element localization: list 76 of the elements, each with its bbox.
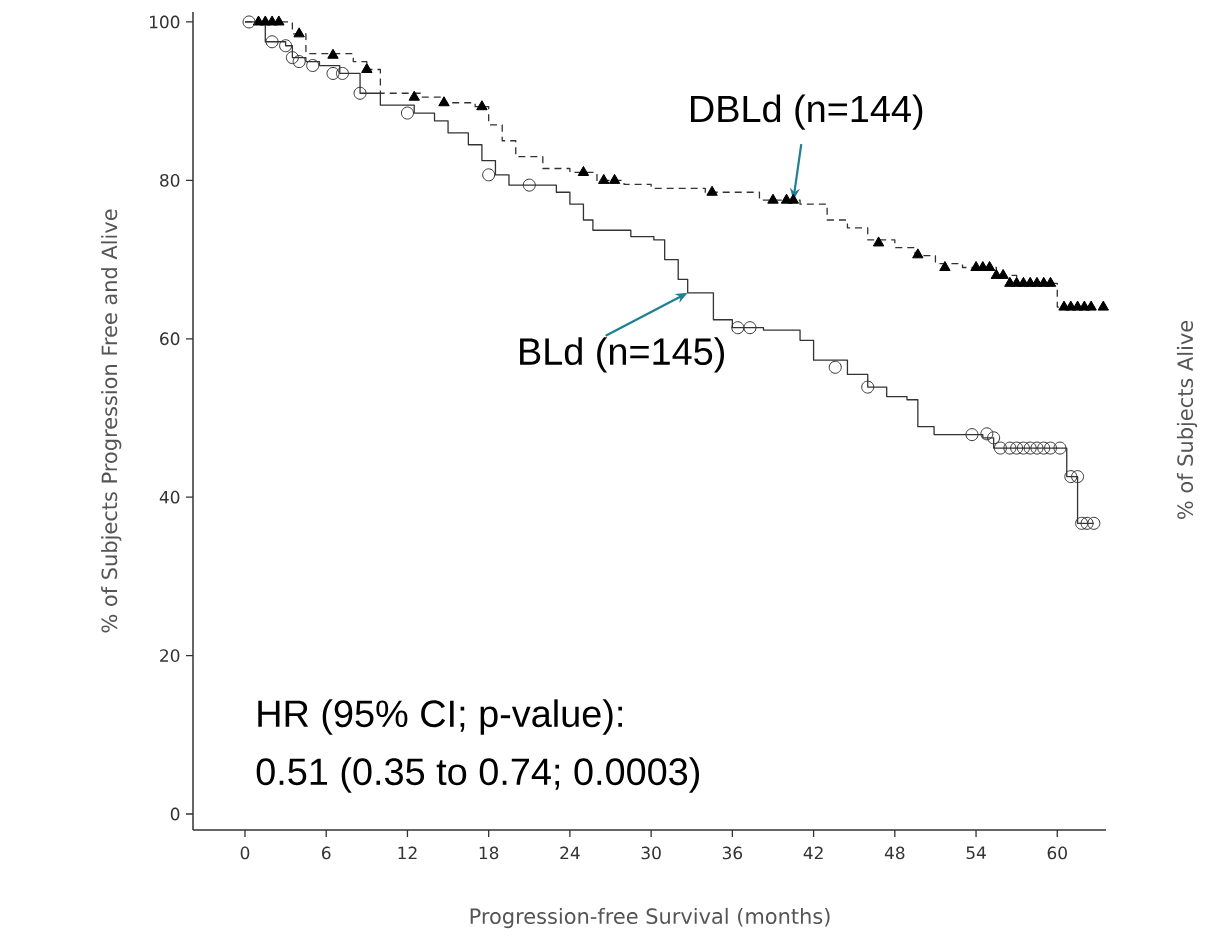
point [1030, 441, 1044, 455]
annotation: DBLd (n=144) [691, 94, 923, 130]
y-tick-label: 80 [160, 173, 180, 187]
point [598, 173, 610, 184]
point [361, 62, 373, 73]
y-tick-label: 40 [159, 490, 180, 504]
point [1010, 441, 1024, 455]
y-tick-label: 20 [160, 649, 180, 662]
point [327, 48, 339, 59]
point [608, 173, 621, 184]
point [706, 185, 718, 196]
point [279, 39, 293, 53]
point [265, 35, 279, 49]
point [577, 165, 590, 176]
y-axis-title: % of Subjects Progression Free and Alive [101, 209, 122, 633]
point [939, 261, 951, 271]
point [285, 51, 299, 65]
x-tick-label: 60 [1047, 846, 1067, 860]
point [273, 15, 285, 26]
point [1003, 441, 1017, 455]
point [872, 236, 885, 247]
point [1097, 300, 1109, 311]
point [987, 431, 1001, 445]
point [1023, 441, 1037, 455]
point [743, 321, 757, 335]
point [993, 441, 1007, 455]
x-tick-label: 6 [322, 846, 331, 860]
point [980, 427, 994, 441]
annotation: 0.51 (0.35 to 0.74; 0.0003) [256, 757, 700, 793]
y-tick-label: 0 [170, 807, 180, 821]
x-tick-label: 48 [884, 846, 905, 860]
point [482, 168, 496, 182]
point [242, 15, 256, 29]
point [326, 66, 340, 80]
point [335, 66, 349, 80]
point [476, 100, 488, 111]
y-tick-label: 100 [150, 15, 180, 29]
x-tick-label: 12 [398, 846, 417, 860]
x-tick-label: 54 [966, 846, 986, 860]
point [1044, 441, 1057, 455]
point [828, 360, 842, 374]
point [438, 96, 450, 107]
y2-axis-title: % of Subjects Alive [1176, 320, 1198, 519]
point [292, 55, 306, 69]
point [912, 248, 924, 259]
point [400, 106, 414, 120]
point [522, 178, 536, 192]
point [1071, 470, 1085, 484]
point [306, 59, 320, 73]
point [353, 86, 367, 100]
x-tick-label: 30 [641, 846, 661, 860]
point [1016, 441, 1030, 455]
point [767, 193, 779, 204]
annotation: HR (95% CI; p-value): [258, 699, 622, 735]
point [1087, 516, 1101, 530]
x-tick-label: 42 [803, 846, 823, 860]
x-tick-label: 24 [560, 846, 580, 860]
point [787, 193, 799, 204]
point [997, 268, 1009, 279]
point [731, 321, 745, 335]
x-axis-title: Progression-free Survival (months) [470, 907, 830, 929]
point [861, 380, 875, 394]
y-tick-label: 60 [160, 332, 180, 346]
point [965, 428, 979, 442]
x-tick-label: 0 [240, 846, 250, 860]
point [408, 90, 420, 101]
point [1075, 516, 1089, 530]
x-tick-label: 36 [722, 846, 743, 860]
annotation: BLd (n=145) [520, 337, 724, 373]
x-tick-label: 18 [479, 846, 499, 860]
point [1064, 470, 1078, 484]
point [1037, 441, 1051, 455]
point [293, 27, 305, 38]
point [1044, 276, 1057, 287]
point [1085, 300, 1097, 311]
point [1053, 441, 1067, 455]
